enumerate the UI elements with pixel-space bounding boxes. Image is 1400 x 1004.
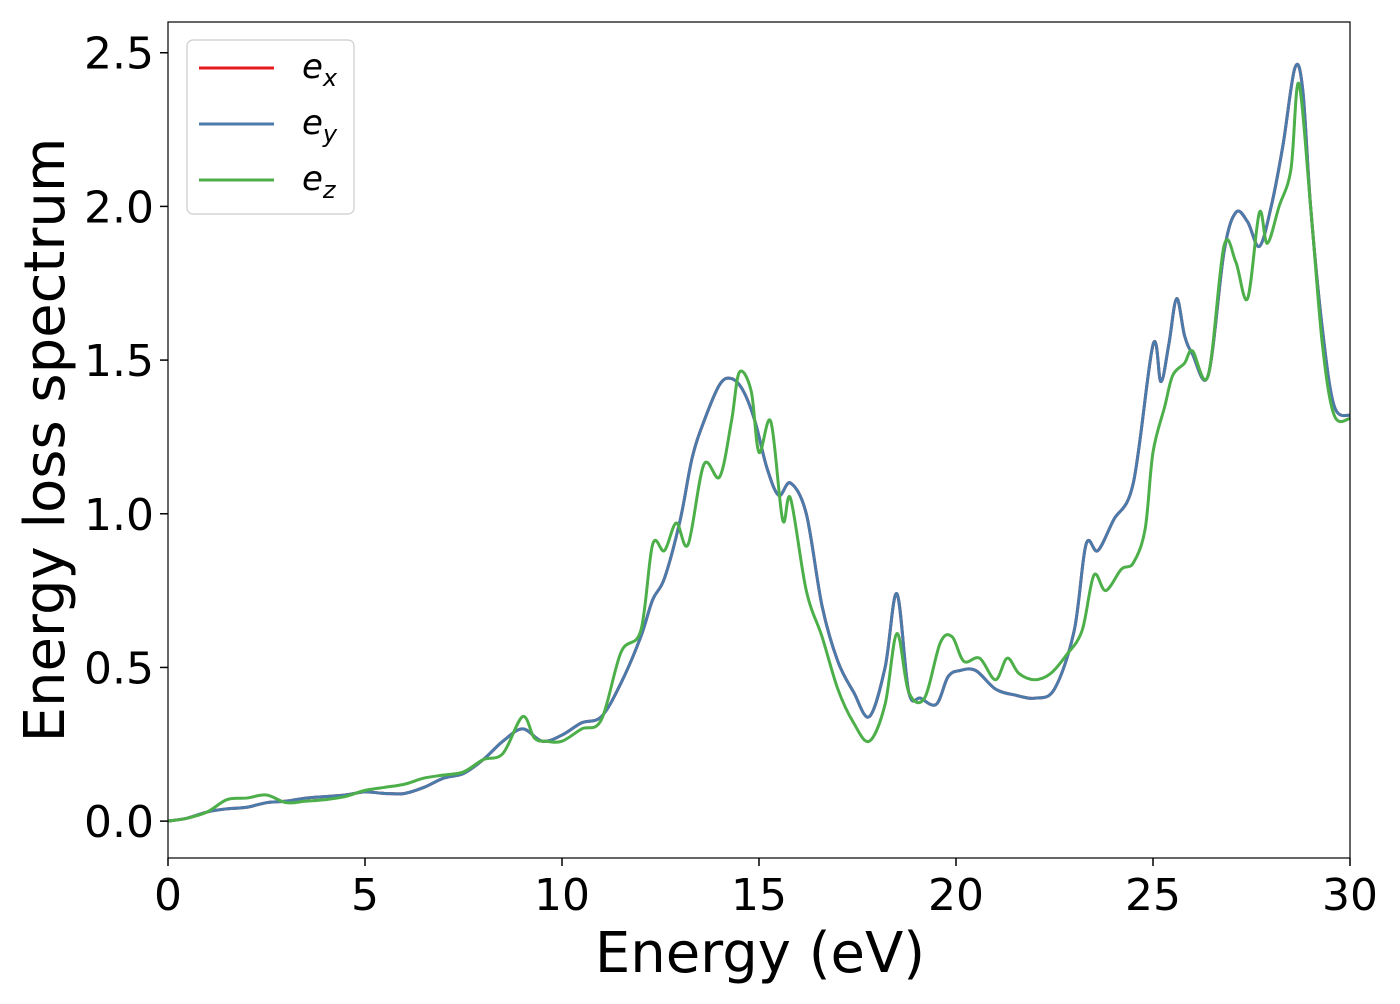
- y-tick-label: 2.0: [84, 182, 154, 233]
- x-tick-label: 5: [351, 870, 379, 921]
- y-tick-label: 2.5: [84, 29, 154, 80]
- x-tick-label: 0: [154, 870, 182, 921]
- plot-area: [168, 62, 1350, 823]
- x-axis-label: Energy (eV): [595, 921, 925, 986]
- legend-label-y: ey: [302, 103, 338, 148]
- x-tick-label: 25: [1125, 870, 1181, 921]
- legend-label-x: ex: [302, 47, 338, 92]
- y-tick-label: 1.5: [84, 336, 154, 387]
- y-tick-label: 0.0: [84, 797, 154, 848]
- legend: ex ey ez: [186, 39, 355, 215]
- y-tick-label: 1.0: [84, 490, 154, 541]
- axes-layer: 0 5 10 15 20 25 30 0.0 0.5 1.0 1.5 2.0 2.5: [84, 21, 1378, 921]
- x-tick-label: 15: [731, 870, 787, 921]
- y-tick-label: 0.5: [84, 643, 154, 694]
- legend-box: [186, 39, 355, 215]
- x-tick-label: 10: [534, 870, 590, 921]
- x-tick-label: 30: [1322, 870, 1378, 921]
- y-axis-label: Energy loss spectrum: [13, 138, 78, 743]
- x-tick-label: 20: [928, 870, 984, 921]
- series-line-z: [168, 81, 1350, 823]
- legend-label-z: ez: [302, 159, 337, 204]
